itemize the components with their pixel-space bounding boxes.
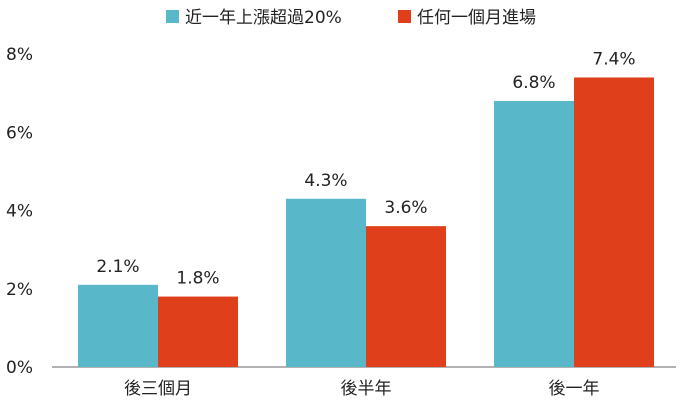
bar-1-1 [78, 284, 158, 367]
data-labels: 2.1% 1.8% 4.3% 3.6% 6.8% 7.4% [96, 49, 635, 288]
data-label: 4.3% [304, 171, 347, 191]
data-label: 2.1% [96, 257, 139, 277]
legend-label: 近一年上漲超過20% [185, 8, 342, 28]
bar-1-3 [494, 100, 574, 367]
bar-2-2 [366, 226, 446, 367]
y-tick-label: 4% [6, 202, 33, 222]
data-label: 1.8% [176, 269, 219, 289]
data-label: 3.6% [384, 198, 427, 218]
x-category-label: 後一年 [549, 379, 600, 399]
axes: 0% 2% 4% 6% 8% 後三個月 後半年 後一年 [6, 45, 676, 399]
legend: 近一年上漲超過20% 任何一個月進場 [166, 8, 536, 28]
y-tick-label: 6% [6, 123, 33, 143]
x-category-label: 後三個月 [124, 379, 192, 399]
bar-2-1 [158, 296, 238, 367]
x-category-label: 後半年 [341, 379, 392, 399]
bar-1-2 [286, 198, 366, 367]
legend-label: 任何一個月進場 [417, 8, 536, 28]
legend-swatch [166, 10, 179, 23]
y-tick-label: 0% [6, 358, 33, 378]
y-tick-label: 8% [6, 45, 33, 65]
bars [78, 77, 654, 367]
legend-swatch [398, 10, 411, 23]
bar-2-3 [574, 77, 654, 367]
data-label: 7.4% [592, 49, 635, 69]
y-tick-label: 2% [6, 280, 33, 300]
data-label: 6.8% [512, 73, 555, 93]
